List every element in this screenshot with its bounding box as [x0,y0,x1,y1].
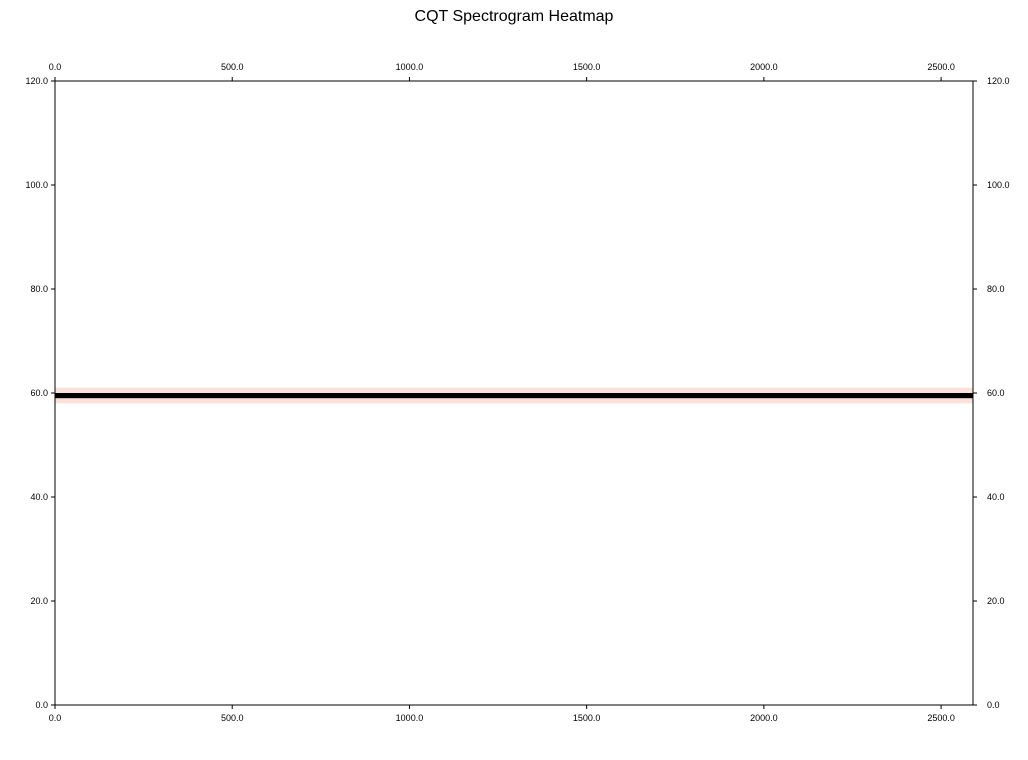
y-tick-label-left-5: 100.0 [25,180,48,190]
x-tick-label-top-3: 1500.0 [573,62,601,72]
y-tick-label-left-0: 0.0 [35,700,48,710]
y-tick-label-right-2: 40.0 [987,492,1005,502]
y-tick-label-left-3: 60.0 [30,388,48,398]
x-tick-label-bottom-4: 2000.0 [750,713,778,723]
x-tick-label-bottom-2: 1000.0 [396,713,424,723]
x-tick-label-bottom-5: 2500.0 [927,713,955,723]
x-tick-label-top-1: 500.0 [221,62,244,72]
x-tick-label-bottom-0: 0.0 [49,713,62,723]
y-tick-label-right-5: 100.0 [987,180,1010,190]
y-tick-label-left-2: 40.0 [30,492,48,502]
x-tick-label-bottom-3: 1500.0 [573,713,601,723]
x-tick-label-bottom-1: 500.0 [221,713,244,723]
y-tick-label-left-6: 120.0 [25,76,48,86]
heatmap-band-1 [55,393,973,399]
y-tick-label-right-4: 80.0 [987,284,1005,294]
x-tick-label-top-2: 1000.0 [396,62,424,72]
x-tick-label-top-0: 0.0 [49,62,62,72]
y-tick-label-right-3: 60.0 [987,388,1005,398]
y-tick-label-right-6: 120.0 [987,76,1010,86]
y-tick-label-left-1: 20.0 [30,596,48,606]
x-tick-label-top-4: 2000.0 [750,62,778,72]
y-tick-label-left-4: 80.0 [30,284,48,294]
y-tick-label-right-1: 20.0 [987,596,1005,606]
y-tick-label-right-0: 0.0 [987,700,1000,710]
x-tick-label-top-5: 2500.0 [927,62,955,72]
chart-title: CQT Spectrogram Heatmap [414,8,614,25]
